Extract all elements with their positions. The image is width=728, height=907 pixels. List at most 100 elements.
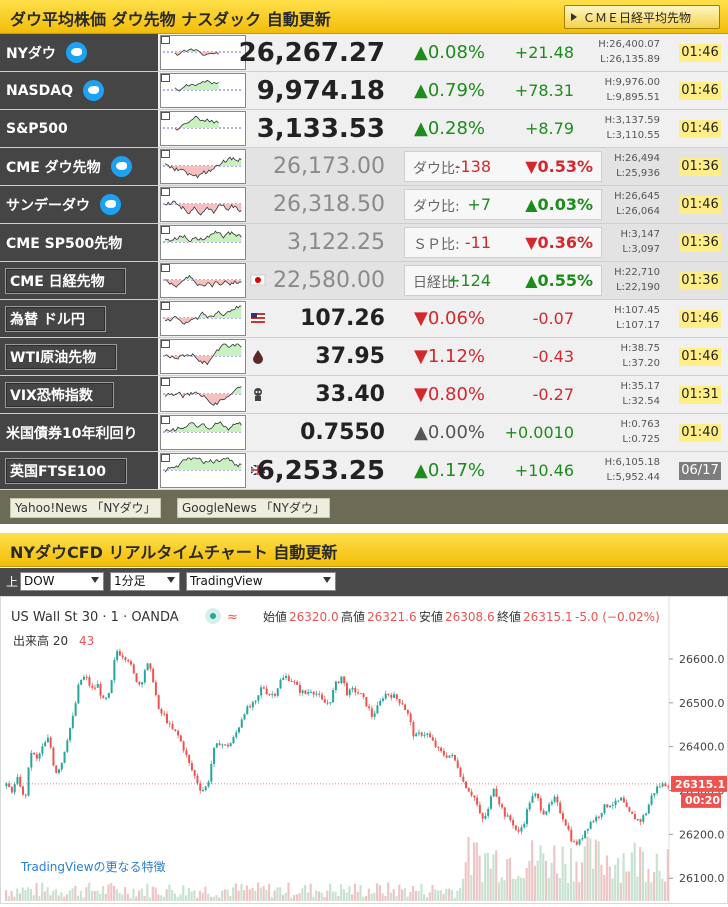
- zoom-icon[interactable]: [161, 150, 170, 158]
- zoom-icon[interactable]: [161, 74, 170, 82]
- candle-body: [345, 683, 348, 696]
- low-value: L:0.725: [622, 434, 660, 445]
- zoom-icon[interactable]: [161, 188, 170, 196]
- candle-body: [597, 816, 600, 818]
- mini-chart[interactable]: [160, 73, 246, 108]
- mini-chart[interactable]: [160, 301, 246, 336]
- candle-body: [262, 687, 265, 689]
- instrument-name[interactable]: WTI原油先物: [0, 338, 158, 375]
- mini-chart[interactable]: [160, 377, 246, 412]
- google-news-link[interactable]: GoogleNews 「NYダウ」: [177, 498, 330, 518]
- candle-body: [595, 816, 598, 822]
- candle-body: [165, 713, 168, 724]
- ohlc-value: 26320.0: [289, 610, 339, 624]
- zoom-icon[interactable]: [161, 416, 170, 424]
- ohlc-label: 終値: [497, 609, 521, 624]
- twitter-icon[interactable]: [110, 156, 132, 177]
- instrument-name[interactable]: S&P500: [0, 110, 158, 147]
- instrument-name[interactable]: CME 日経先物: [0, 262, 158, 299]
- change-value: +78.31: [514, 81, 574, 100]
- candle-body: [520, 827, 523, 832]
- volume-bar: [611, 878, 614, 901]
- twitter-icon[interactable]: [65, 42, 87, 63]
- instrument-name[interactable]: NYダウ: [0, 34, 158, 71]
- low-value: L:25,936: [616, 168, 660, 179]
- mini-chart[interactable]: [160, 187, 246, 222]
- volume-bar: [398, 884, 401, 901]
- volume-bar: [614, 864, 617, 901]
- area-down: [165, 318, 242, 325]
- twitter-icon[interactable]: [100, 194, 121, 215]
- zoom-icon[interactable]: [161, 454, 170, 462]
- interval-select[interactable]: 1分足: [110, 572, 180, 591]
- candle-body: [373, 713, 376, 717]
- volume-bar: [21, 887, 24, 901]
- tradingview-promo-link[interactable]: TradingViewの更なる特徴: [20, 859, 166, 874]
- zoom-icon[interactable]: [161, 302, 170, 310]
- volume-bar: [605, 855, 609, 901]
- area-up: [165, 231, 242, 242]
- volume-bar: [146, 883, 149, 901]
- zoom-icon[interactable]: [161, 226, 170, 234]
- volume-bar: [24, 890, 27, 901]
- candle-body: [138, 681, 141, 685]
- instrument-label-box: VIX恐怖指数: [5, 381, 114, 408]
- volume-bar: [586, 836, 589, 901]
- candlestick-chart[interactable]: 26600.026500.026400.026300.026200.026100…: [1, 597, 727, 903]
- volume-bar: [564, 863, 567, 901]
- volume-bar: [121, 894, 124, 901]
- y-tick-label: 26500.0: [679, 697, 725, 710]
- mini-chart[interactable]: [160, 339, 246, 374]
- volume-bar: [497, 882, 501, 901]
- volume-bar: [107, 884, 110, 901]
- instrument-name[interactable]: 米国債券10年利回り: [0, 414, 158, 451]
- candle-body: [395, 694, 398, 700]
- mini-chart[interactable]: [160, 35, 246, 70]
- candle-body: [517, 829, 520, 832]
- candle-body: [293, 681, 296, 683]
- candle-body: [99, 683, 102, 696]
- table-row: VIX恐怖指数 33.40 ▼0.80% -0.27 H:35.17 L:32.54 01:…: [0, 376, 728, 414]
- twitter-icon[interactable]: [83, 80, 104, 101]
- instrument-name[interactable]: CME ダウ先物: [0, 148, 158, 185]
- instrument-name[interactable]: 英国FTSE100: [0, 452, 158, 489]
- cme-nikkei-button[interactable]: ＣＭＥ日経平均先物: [564, 5, 720, 29]
- volume-bar: [196, 897, 199, 901]
- mini-chart[interactable]: [160, 415, 246, 450]
- zoom-icon[interactable]: [161, 112, 170, 120]
- volume-bar: [88, 882, 91, 901]
- tradingview-chart[interactable]: 26600.026500.026400.026300.026200.026100…: [0, 596, 728, 904]
- instrument-name[interactable]: サンデーダウ: [0, 186, 158, 223]
- mini-chart[interactable]: [160, 149, 246, 184]
- zoom-icon[interactable]: [161, 378, 170, 386]
- yahoo-news-link[interactable]: Yahoo!News 「NYダウ」: [10, 498, 161, 518]
- mini-chart[interactable]: [160, 263, 246, 298]
- candle-body: [573, 841, 576, 843]
- volume-bar: [273, 890, 276, 901]
- instrument-name[interactable]: NASDAQ: [0, 72, 158, 109]
- volume-bar: [544, 860, 548, 901]
- instrument-name[interactable]: CME SP500先物: [0, 224, 158, 261]
- volume-bar: [204, 886, 207, 901]
- provider-select[interactable]: TradingView: [186, 572, 336, 591]
- zoom-icon[interactable]: [161, 340, 170, 348]
- volume-bar: [46, 887, 49, 901]
- mini-chart[interactable]: [160, 225, 246, 260]
- zoom-icon[interactable]: [161, 264, 170, 272]
- candle-body: [440, 747, 443, 752]
- symbol-select[interactable]: DOW: [20, 572, 104, 591]
- candle-body: [135, 673, 138, 682]
- volume-bar: [425, 897, 429, 901]
- mini-chart[interactable]: [160, 453, 246, 488]
- zoom-icon[interactable]: [161, 36, 170, 44]
- high-value: H:38.75: [620, 343, 660, 354]
- area-up: [165, 275, 242, 280]
- volume-bar: [306, 892, 309, 901]
- instrument-name[interactable]: VIX恐怖指数: [0, 376, 158, 413]
- candle-body: [412, 722, 415, 737]
- volume-bar: [622, 853, 625, 901]
- mini-chart[interactable]: [160, 111, 246, 146]
- volume-bar: [567, 882, 570, 901]
- candle-body: [456, 760, 459, 768]
- instrument-name[interactable]: 為替 ドル円: [0, 300, 158, 337]
